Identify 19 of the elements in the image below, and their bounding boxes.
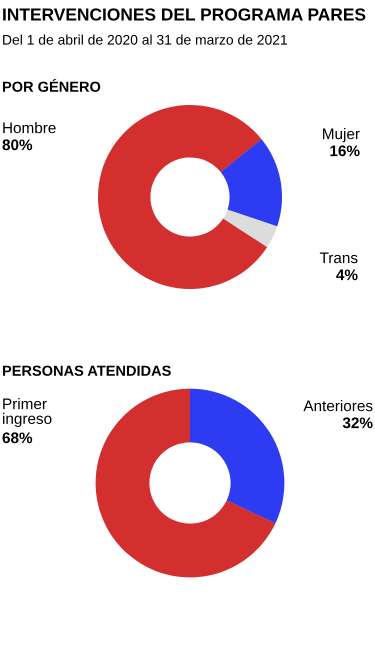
text: INTERVENCIONES DEL PROGRAMA PARES (3, 8, 366, 21)
slice-label: Trans (320, 252, 358, 264)
donut-slice (98, 105, 268, 289)
data-label: 80% (2, 139, 32, 150)
chart-title: POR GÉNERO (2, 78, 100, 92)
slice-label: Primer ingreso (3, 398, 52, 428)
slice-label: Anteriores (303, 400, 372, 412)
donut-slice (220, 139, 282, 226)
data-label: 68% (2, 432, 32, 444)
data-label: 16% (330, 145, 360, 156)
donut-slice (190, 388, 284, 524)
slice-label: Mujer (323, 128, 360, 142)
data-label: 32% (342, 417, 373, 428)
donut-slice (223, 210, 278, 248)
donut-slice (96, 388, 276, 578)
chart-title: PERSONAS ATENDIDAS (2, 366, 171, 376)
data-label: 4% (336, 269, 358, 280)
text: Del 1 de abril de 2020 al 31 de marzo de 2021 (3, 34, 288, 45)
slice-label: Hombre (3, 122, 56, 134)
